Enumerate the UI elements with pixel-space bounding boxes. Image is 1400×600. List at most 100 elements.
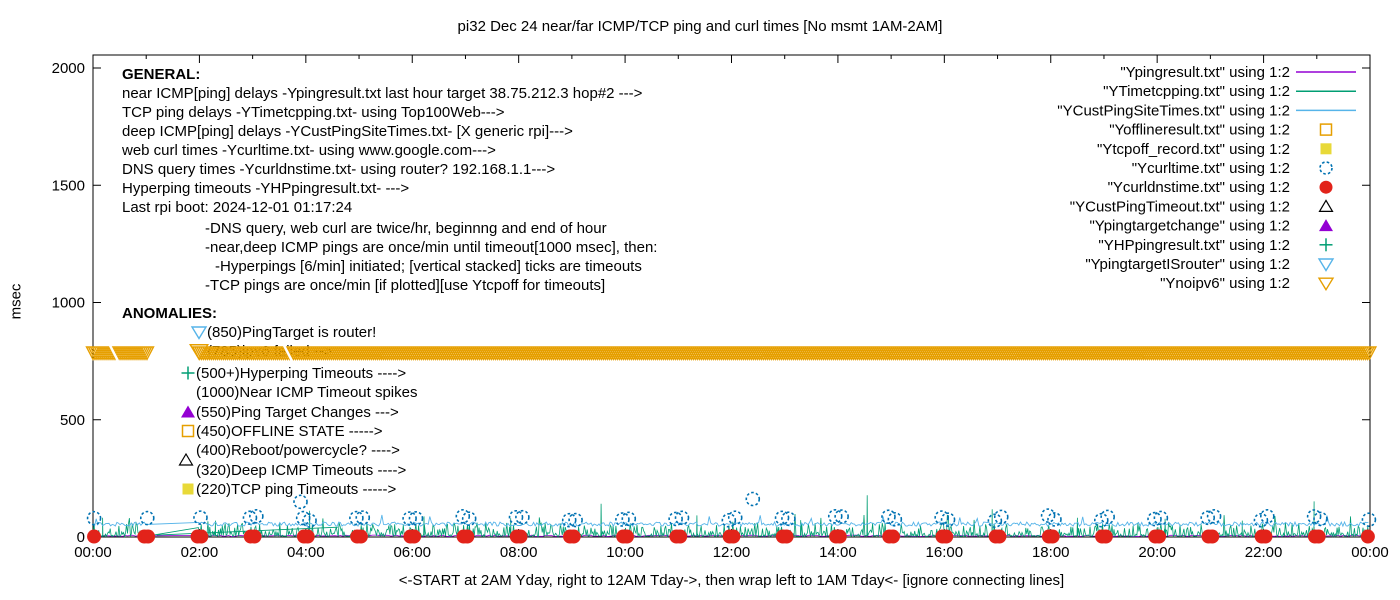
legend-entry-label: "YHPpingresult.txt" using 1:2 xyxy=(1098,237,1290,254)
y-tick-label: 2000 xyxy=(52,60,85,77)
dns-time-point xyxy=(1152,529,1167,544)
curl-time-point xyxy=(1313,511,1328,527)
general-line: DNS query times -Ycurldnstime.txt- using… xyxy=(122,161,555,178)
dns-time-point xyxy=(779,529,794,544)
square-open-marker xyxy=(1319,123,1333,136)
triangle-down-open-marker xyxy=(190,326,208,340)
curl-time-point xyxy=(1306,509,1322,524)
circle-open-marker xyxy=(1319,161,1333,175)
curl-time-point xyxy=(402,511,417,526)
curl-time-point xyxy=(674,510,690,526)
anomaly-item-text: (220)TCP ping Timeouts -----> xyxy=(196,481,396,498)
legend-entry-label: "YpingtargetISrouter" using 1:2 xyxy=(1085,256,1290,273)
triangle-up-open-marker xyxy=(178,452,194,466)
dns-time-point xyxy=(87,529,102,544)
curl-time-point xyxy=(1361,512,1377,527)
dns-time-point xyxy=(885,529,900,544)
curl-time-point xyxy=(721,513,737,528)
dns-time-point xyxy=(141,529,156,544)
series-tcp-ping-line xyxy=(92,495,1370,538)
dns-time-point xyxy=(832,529,847,544)
triangle-down-open-marker xyxy=(1317,258,1335,272)
legend-entry-label: "Ytcpoff_record.txt" using 1:2 xyxy=(1097,141,1290,158)
x-tick-label: 12:00 xyxy=(713,544,751,561)
curl-time-point xyxy=(1100,509,1115,525)
x-tick-label: 20:00 xyxy=(1138,544,1176,561)
curl-time-point xyxy=(86,510,102,526)
dns-time-point xyxy=(194,529,209,544)
dns-time-point xyxy=(353,529,368,544)
curl-time-point xyxy=(139,510,155,526)
legend-entry-label: "Yofflineresult.txt" using 1:2 xyxy=(1109,122,1290,139)
curl-time-point xyxy=(461,511,477,526)
curl-time-point xyxy=(349,510,364,526)
curl-time-point xyxy=(295,510,311,526)
curl-time-point xyxy=(242,510,258,526)
dns-time-point xyxy=(513,529,528,544)
triangle-down-open-marker xyxy=(1317,277,1335,292)
curl-time-point xyxy=(1206,508,1222,524)
curl-time-point xyxy=(568,512,583,528)
general-line: Hyperping timeouts -YHPpingresult.txt- -… xyxy=(122,180,409,197)
x-tick-label: 00:00 xyxy=(1351,544,1389,561)
legend-entry-label: "Ypingresult.txt" using 1:2 xyxy=(1120,64,1290,81)
dns-time-point xyxy=(566,529,581,544)
curl-time-point xyxy=(1253,512,1269,528)
curl-time-point xyxy=(508,509,524,525)
curl-time-point xyxy=(774,510,790,526)
curl-time-point xyxy=(934,510,949,525)
curl-time-point xyxy=(834,509,849,524)
general-line: deep ICMP[ping] delays -YCustPingSiteTim… xyxy=(122,123,573,140)
y-tick-label: 1000 xyxy=(52,295,85,312)
curl-time-point xyxy=(408,511,424,526)
dns-time-point xyxy=(619,529,634,544)
curl-time-point xyxy=(455,509,471,524)
general-line: near ICMP[ping] delays -Ypingresult.txt … xyxy=(122,85,643,102)
curl-time-point xyxy=(987,513,1003,529)
curl-time-point xyxy=(615,512,630,527)
curl-time-point xyxy=(668,511,683,527)
general-sub-line: -near,deep ICMP pings are once/min until… xyxy=(205,239,657,256)
square-filled-marker xyxy=(1320,143,1332,155)
dns-time-point xyxy=(1098,529,1113,544)
curl-time-point xyxy=(1153,510,1169,526)
x-tick-label: 10:00 xyxy=(606,544,644,561)
anomaly-item-text: (320)Deep ICMP Timeouts ----> xyxy=(196,462,406,479)
x-tick-label: 18:00 xyxy=(1032,544,1070,561)
general-sub-line: -Hyperpings [6/min] initiated; [vertical… xyxy=(215,258,642,275)
general-line: web curl times -Ycurltime.txt- using www… xyxy=(121,142,496,159)
curl-time-point xyxy=(781,511,796,526)
curl-time-point xyxy=(1147,511,1162,527)
dns-time-point xyxy=(407,529,422,544)
dns-time-point xyxy=(1258,529,1273,544)
dns-time-point xyxy=(460,529,475,544)
legend-entry-label: "Ycurldnstime.txt" using 1:2 xyxy=(1108,179,1290,196)
dns-time-point xyxy=(300,529,315,544)
curl-time-point xyxy=(1093,512,1109,528)
band-gap-slash xyxy=(108,344,120,362)
square-filled-marker xyxy=(182,483,194,495)
triangle-up-filled-marker xyxy=(1319,219,1333,232)
general-line: Last rpi boot: 2024-12-01 01:17:24 xyxy=(122,199,352,216)
anomaly-item-text: (500+)Hyperping Timeouts ----> xyxy=(196,365,406,382)
anomalies-heading: ANOMALIES: xyxy=(122,305,217,322)
legend-entry-label: "Ynoipv6" using 1:2 xyxy=(1160,275,1290,292)
curl-time-point xyxy=(1200,510,1216,526)
band-gap-slash xyxy=(282,344,294,362)
anomaly-item-text: (850)PingTarget is router! xyxy=(207,324,376,341)
general-sub-line: -DNS query, web curl are twice/hr, begin… xyxy=(205,220,607,237)
legend-entry-label: "YCustPingTimeout.txt" using 1:2 xyxy=(1070,198,1290,215)
anomaly-item-text: (400)Reboot/powercycle? ----> xyxy=(196,442,400,459)
general-sub-line: -TCP pings are once/min [if plotted][use… xyxy=(205,277,605,294)
series-deep-icmp-line xyxy=(92,514,1369,528)
legend-entry-label: "YCustPingSiteTimes.txt" using 1:2 xyxy=(1057,102,1290,119)
curl-time-point xyxy=(881,509,896,525)
dns-time-point xyxy=(247,529,262,544)
anomaly-item-text: (450)OFFLINE STATE -----> xyxy=(196,423,383,440)
noipv6-band xyxy=(85,346,1378,361)
curl-time-point xyxy=(940,512,956,527)
y-tick-label: 0 xyxy=(77,529,85,546)
curl-time-point xyxy=(561,512,577,528)
triangle-up-filled-marker xyxy=(181,405,195,418)
